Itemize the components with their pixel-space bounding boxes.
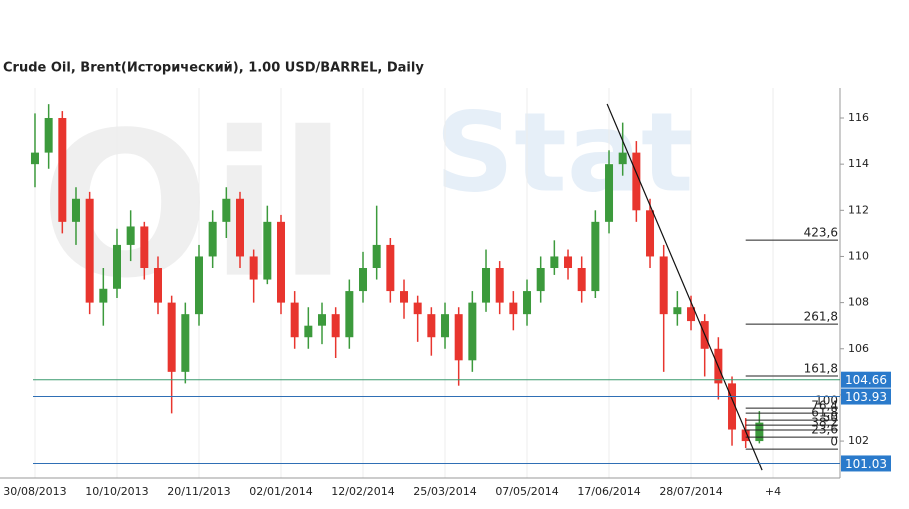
fib-label: 423,6 bbox=[804, 226, 838, 240]
candle-body bbox=[112, 244, 121, 289]
candle-body bbox=[728, 383, 737, 430]
x-tick-label: 12/02/2014 bbox=[331, 485, 394, 498]
fib-label: 161,8 bbox=[804, 362, 838, 376]
candle-body bbox=[591, 221, 600, 292]
price-tag bbox=[841, 455, 891, 472]
candle-body bbox=[441, 314, 450, 338]
candle-body bbox=[71, 198, 80, 222]
x-tick-label: 07/05/2014 bbox=[495, 485, 558, 498]
candle-body bbox=[523, 291, 532, 315]
x-tick-label: 25/03/2014 bbox=[413, 485, 476, 498]
candle-body bbox=[58, 118, 67, 222]
fib-label: 100 bbox=[815, 394, 838, 408]
y-tick-label: 116 bbox=[848, 111, 869, 124]
candle-body bbox=[153, 268, 162, 303]
candle-body bbox=[618, 152, 627, 165]
candle-body bbox=[181, 314, 190, 372]
price-tag-label: 104.66 bbox=[845, 373, 887, 387]
y-tick-label: 110 bbox=[848, 249, 869, 262]
fib-label: 23,6 bbox=[811, 423, 838, 437]
candle-body bbox=[304, 325, 313, 338]
y-tick-label: 112 bbox=[848, 203, 869, 216]
candle-body bbox=[249, 256, 258, 280]
candle-body bbox=[44, 118, 53, 153]
x-tick-label: 30/08/2013 bbox=[3, 485, 66, 498]
candle-body bbox=[318, 314, 327, 326]
candle-body bbox=[755, 422, 764, 442]
y-tick-label: 102 bbox=[848, 434, 869, 447]
candle-body bbox=[386, 244, 395, 292]
candle-body bbox=[482, 268, 491, 303]
candle-body bbox=[400, 291, 409, 303]
candle-body bbox=[290, 302, 299, 338]
candle-body bbox=[536, 268, 545, 292]
candle-body bbox=[550, 256, 559, 268]
x-tick-label: +4 bbox=[765, 485, 781, 498]
x-tick-label: 10/10/2013 bbox=[85, 485, 148, 498]
candle-body bbox=[99, 288, 108, 303]
candle-body bbox=[331, 314, 340, 338]
candle-body bbox=[222, 198, 231, 222]
trendline bbox=[606, 103, 763, 471]
candle-body bbox=[140, 226, 149, 268]
y-tick-label: 108 bbox=[848, 296, 869, 309]
candle-body bbox=[468, 302, 477, 361]
candle-body bbox=[564, 256, 573, 268]
candle-body bbox=[659, 256, 668, 315]
candle-body bbox=[632, 152, 641, 211]
candle-body bbox=[236, 198, 244, 257]
y-tick-label: 114 bbox=[848, 157, 869, 170]
candle-body bbox=[454, 314, 463, 361]
candle-body bbox=[85, 198, 94, 303]
candle-body bbox=[345, 291, 354, 338]
x-tick-label: 20/11/2013 bbox=[167, 485, 230, 498]
candle-body bbox=[30, 152, 39, 165]
candle-body bbox=[208, 221, 217, 257]
x-tick-label: 28/07/2014 bbox=[659, 485, 722, 498]
candle-body bbox=[427, 314, 436, 338]
candle-body bbox=[359, 268, 368, 292]
candle-body bbox=[126, 226, 135, 245]
candle-body bbox=[495, 268, 504, 303]
x-tick-label: 02/01/2014 bbox=[249, 485, 312, 498]
fib-label: 76,4 bbox=[811, 399, 838, 413]
fib-label: 0 bbox=[830, 435, 838, 449]
candle-body bbox=[509, 302, 518, 315]
fib-label: 61,8 bbox=[811, 406, 838, 420]
y-tick-label: 106 bbox=[848, 342, 869, 355]
watermark: Stat bbox=[435, 88, 694, 216]
candle-body bbox=[687, 307, 696, 322]
candle-body bbox=[413, 302, 422, 315]
candle-body bbox=[646, 210, 655, 257]
x-tick-label: 17/06/2014 bbox=[577, 485, 640, 498]
candle-body bbox=[372, 244, 381, 268]
candle-body bbox=[605, 164, 614, 222]
candle-body bbox=[673, 307, 682, 315]
candle-body bbox=[263, 221, 272, 280]
price-tag-label: 101.03 bbox=[845, 457, 887, 471]
candle-body bbox=[277, 221, 286, 303]
candle-body bbox=[194, 256, 203, 315]
price-tag bbox=[841, 388, 891, 405]
price-tag-label: 103.93 bbox=[845, 390, 887, 404]
candle-body bbox=[167, 302, 176, 372]
fib-label: 38,2 bbox=[811, 416, 838, 430]
candle-body bbox=[741, 429, 750, 442]
price-tag bbox=[841, 371, 891, 388]
candle-body bbox=[577, 268, 586, 292]
fib-label: 50 bbox=[823, 411, 838, 425]
chart-title: Crude Oil, Brent(Исторический), 1.00 USD… bbox=[3, 61, 424, 76]
fib-label: 261,8 bbox=[804, 310, 838, 324]
